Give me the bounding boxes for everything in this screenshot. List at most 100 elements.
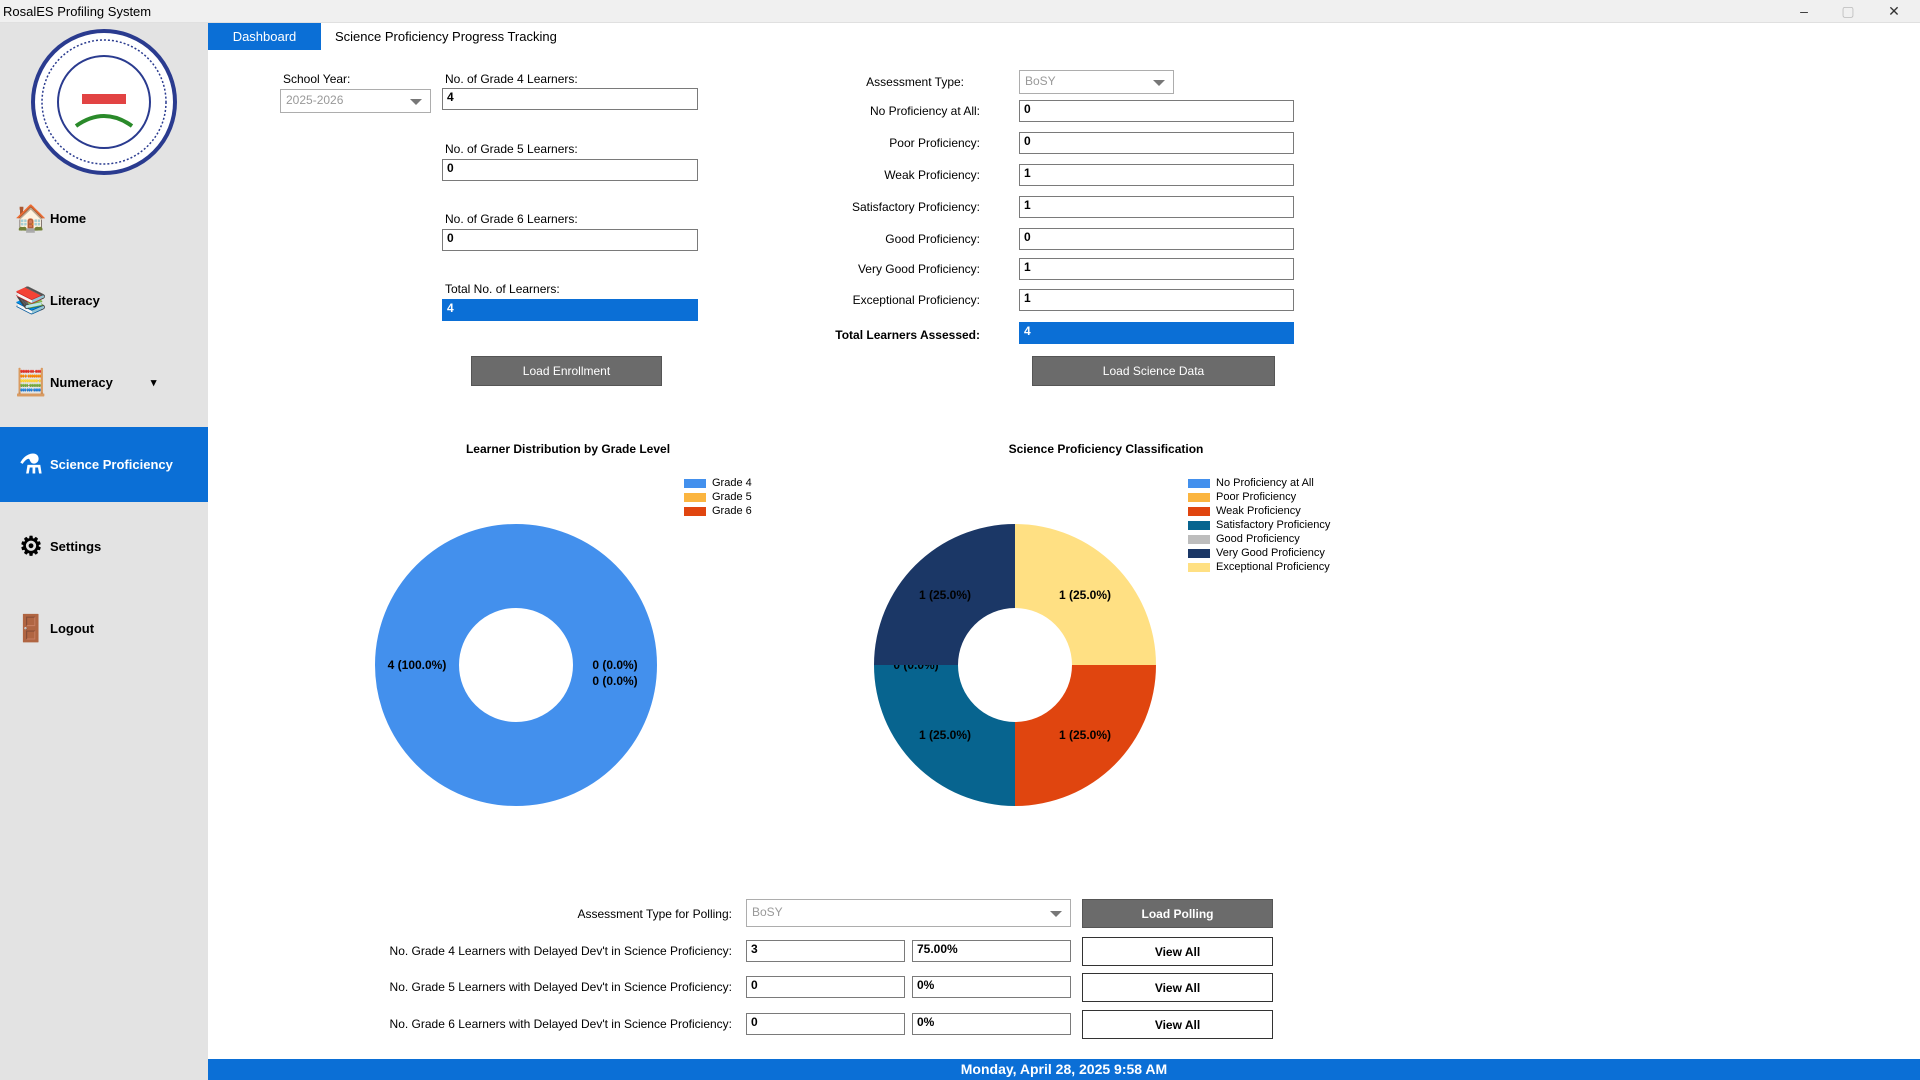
science-row-input[interactable]: 1 (1019, 196, 1294, 218)
science-row-input[interactable]: 0 (1019, 100, 1294, 122)
assessment-type-value: BoSY (1025, 74, 1056, 88)
slice-data-label: 4 (100.0%) (388, 658, 447, 672)
slice-data-label: 1 (25.0%) (1059, 588, 1111, 602)
grade4-label: No. of Grade 4 Learners: (445, 72, 578, 86)
chart1-title: Learner Distribution by Grade Level (465, 442, 671, 456)
legend-swatch (684, 478, 706, 488)
science-row-label: Very Good Proficiency: (857, 262, 980, 276)
legend-label: Satisfactory Proficiency (1216, 519, 1331, 531)
legend-swatch (684, 492, 706, 502)
slice-data-label: 0 (0.0%) (592, 658, 637, 672)
dropdown-arrow-icon (1153, 80, 1165, 86)
science-row-input[interactable]: 1 (1019, 164, 1294, 186)
school-year-select[interactable]: 2025-2026 (280, 89, 431, 113)
polling-row-label: No. Grade 4 Learners with Delayed Dev't … (389, 944, 732, 958)
window-title: RosalES Profiling System (3, 4, 152, 19)
polling-percent-input[interactable]: 0% (912, 976, 1071, 998)
legend-item: Grade 4 (684, 476, 752, 490)
grade4-input[interactable]: 4 (442, 88, 698, 110)
polling-count-input[interactable]: 0 (746, 976, 905, 998)
load-enrollment-button[interactable]: Load Enrollment (471, 356, 662, 386)
load-science-data-button[interactable]: Load Science Data (1032, 356, 1275, 386)
school-logo (31, 29, 177, 175)
sidebar-item-label: Settings (50, 539, 102, 554)
legend-swatch (1188, 520, 1210, 530)
polling-row-label: No. Grade 5 Learners with Delayed Dev't … (389, 980, 732, 994)
view-all-button[interactable]: View All (1082, 937, 1273, 966)
legend-item: Weak Proficiency (1188, 504, 1330, 518)
science-row-input[interactable]: 1 (1019, 258, 1294, 280)
chevron-down-icon[interactable]: ▾ (150, 377, 157, 389)
title-bar: RosalES Profiling System – ▢ ✕ (0, 0, 1920, 23)
home-icon: 🏠 (14, 203, 48, 233)
polling-assessment-label: Assessment Type for Polling: (577, 907, 732, 921)
legend-item: Grade 6 (684, 504, 752, 518)
legend-label: Grade 5 (712, 491, 752, 503)
load-polling-button[interactable]: Load Polling (1082, 899, 1273, 928)
grade6-input[interactable]: 0 (442, 229, 698, 251)
legend-item: Good Proficiency (1188, 532, 1330, 546)
polling-percent-input[interactable]: 75.00% (912, 940, 1071, 962)
grade5-input[interactable]: 0 (442, 159, 698, 181)
polling-count-input[interactable]: 3 (746, 940, 905, 962)
school-year-value: 2025-2026 (286, 93, 344, 107)
sidebar-item-science-proficiency[interactable]: ⚗ Science Proficiency (0, 427, 208, 502)
sidebar-item-logout[interactable]: 🚪 Logout (0, 591, 208, 666)
view-all-button[interactable]: View All (1082, 1010, 1273, 1039)
legend-swatch (1188, 548, 1210, 558)
legend-item: Satisfactory Proficiency (1188, 518, 1330, 532)
dropdown-arrow-icon (410, 99, 422, 105)
status-bar-datetime: Monday, April 28, 2025 9:58 AM (208, 1059, 1920, 1080)
science-row-input[interactable]: 1 (1019, 289, 1294, 311)
science-row-label: Poor Proficiency: (889, 136, 980, 150)
legend-label: Very Good Proficiency (1216, 547, 1325, 559)
total-learners-input[interactable]: 4 (442, 299, 698, 321)
grade-distribution-donut-chart: 4 (100.0%) 0 (0.0%) 0 (0.0%) (375, 524, 657, 806)
polling-percent-input[interactable]: 0% (912, 1013, 1071, 1035)
tab-science-proficiency-progress-tracking[interactable]: Science Proficiency Progress Tracking (335, 29, 557, 44)
sidebar-item-home[interactable]: 🏠 Home (0, 181, 208, 256)
polling-count-input[interactable]: 0 (746, 1013, 905, 1035)
legend-label: Good Proficiency (1216, 533, 1300, 545)
donut-slice (874, 665, 1015, 806)
tab-dashboard[interactable]: Dashboard (208, 23, 321, 50)
science-row-label: Weak Proficiency: (884, 168, 980, 182)
donut-slice (375, 524, 657, 806)
legend-item: Very Good Proficiency (1188, 546, 1330, 560)
books-icon: 📚 (14, 285, 48, 315)
chart2-legend: No Proficiency at All Poor Proficiency Wea… (1188, 476, 1330, 574)
polling-assessment-select[interactable]: BoSY (746, 899, 1071, 927)
polling-row-label: No. Grade 6 Learners with Delayed Dev't … (389, 1017, 732, 1031)
legend-item: No Proficiency at All (1188, 476, 1330, 490)
slice-data-label: 1 (25.0%) (919, 588, 971, 602)
polling-assessment-value: BoSY (752, 905, 783, 919)
science-row-input[interactable]: 0 (1019, 132, 1294, 154)
view-all-button[interactable]: View All (1082, 973, 1273, 1002)
sidebar-item-label: Science Proficiency (50, 457, 173, 472)
total-learners-label: Total No. of Learners: (445, 282, 560, 296)
donut-slice (1015, 524, 1156, 665)
legend-swatch (1188, 534, 1210, 544)
legend-swatch (1188, 562, 1210, 572)
sidebar-item-literacy[interactable]: 📚 Literacy (0, 263, 208, 338)
legend-item: Poor Proficiency (1188, 490, 1330, 504)
total-assessed-input[interactable]: 4 (1019, 322, 1294, 344)
assessment-type-select[interactable]: BoSY (1019, 70, 1174, 94)
legend-label: Grade 4 (712, 477, 752, 489)
science-row-label: No Proficiency at All: (869, 104, 980, 118)
school-year-label: School Year: (283, 72, 351, 86)
science-row-label: Good Proficiency: (885, 232, 980, 246)
sidebar-item-label: Logout (50, 621, 95, 636)
science-row-input[interactable]: 0 (1019, 228, 1294, 250)
donut-slice (1015, 665, 1156, 806)
legend-label: No Proficiency at All (1216, 477, 1314, 489)
legend-label: Grade 6 (712, 505, 752, 517)
sidebar-item-numeracy[interactable]: 🧮 Numeracy ▾ (0, 345, 208, 420)
maximize-button[interactable]: ▢ (1841, 3, 1855, 19)
close-button[interactable]: ✕ (1888, 3, 1900, 19)
legend-label: Poor Proficiency (1216, 491, 1297, 503)
chart2-title: Science Proficiency Classification (1008, 442, 1204, 456)
gear-icon: ⚙ (19, 531, 43, 561)
minimize-button[interactable]: – (1800, 3, 1808, 19)
sidebar-item-settings[interactable]: ⚙ Settings (0, 509, 208, 584)
